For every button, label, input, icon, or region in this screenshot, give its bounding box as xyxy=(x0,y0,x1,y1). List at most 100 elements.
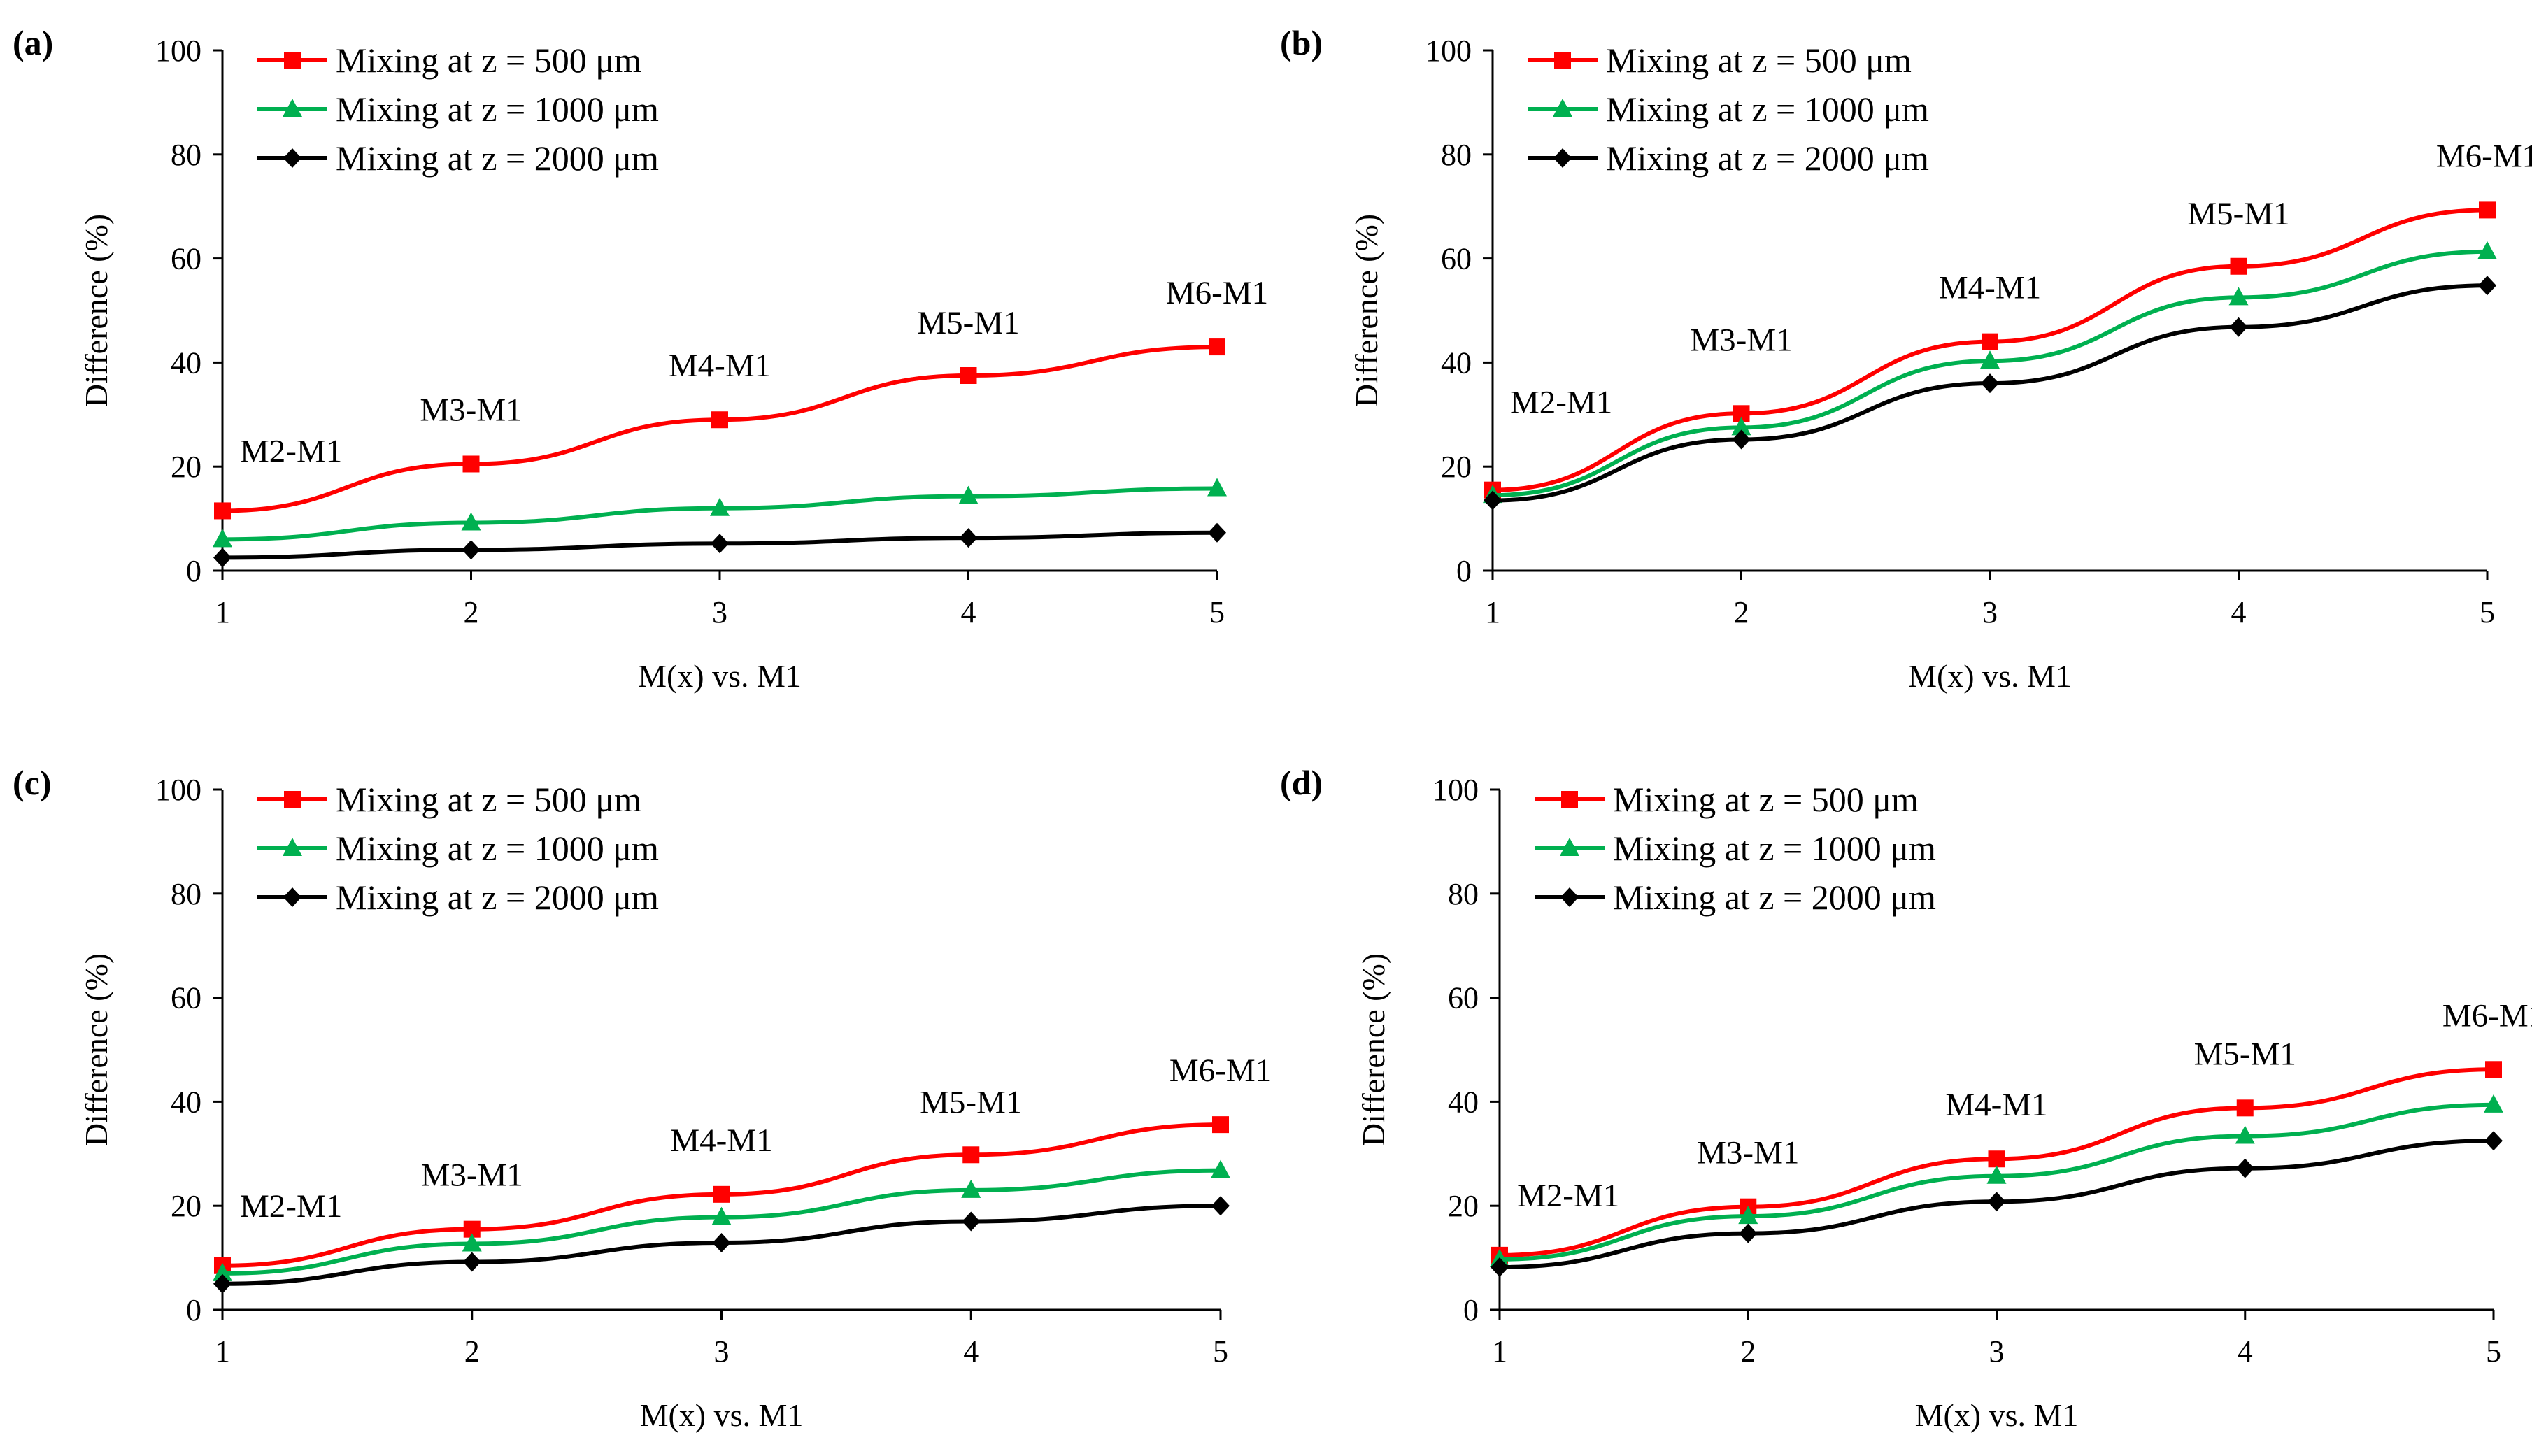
legend-entry: Mixing at z = 500 μm xyxy=(1606,41,1912,80)
point-annotation: M6-M1 xyxy=(1169,1052,1272,1089)
data-point xyxy=(712,1233,731,1253)
chart-panel-1: (a) 0 20 40 60 80 100 1 2 3 4 5 M(x) vs. M1 Differenc… xyxy=(13,23,1268,694)
point-annotation: M3-M1 xyxy=(421,1157,523,1194)
legend-marker xyxy=(283,148,301,168)
point-annotation: M3-M1 xyxy=(1697,1135,1799,1171)
x-tick-label: 5 xyxy=(1213,1334,1228,1369)
legend-entry: Mixing at z = 500 μm xyxy=(336,780,641,819)
data-point xyxy=(1986,1165,2007,1184)
data-point xyxy=(213,1273,232,1294)
data-point xyxy=(1732,429,1751,450)
point-annotation: M4-M1 xyxy=(670,1122,772,1159)
data-point xyxy=(1980,350,2000,369)
legend-entry: Mixing at z = 500 μm xyxy=(336,41,641,80)
chart-panel-3: (c) 0 20 40 60 80 100 1 2 3 4 5 M(x) vs. M1 Differenc… xyxy=(13,763,1272,1433)
point-annotation: M5-M1 xyxy=(2187,196,2289,232)
y-tick-label: 40 xyxy=(1441,345,1472,380)
data-point xyxy=(1731,417,1751,436)
x-tick-label: 5 xyxy=(2480,595,2495,629)
point-annotation: M3-M1 xyxy=(420,392,522,428)
x-axis-title: M(x) vs. M1 xyxy=(1908,658,2072,694)
data-point xyxy=(710,497,730,516)
y-tick-label: 60 xyxy=(171,981,201,1015)
legend-marker xyxy=(284,791,301,808)
data-point xyxy=(462,455,480,473)
data-point xyxy=(461,512,481,531)
y-tick-label: 0 xyxy=(1463,1293,1479,1327)
legend-entry: Mixing at z = 1000 μm xyxy=(1606,90,1929,129)
point-annotation: M2-M1 xyxy=(240,433,342,469)
data-point xyxy=(213,529,232,548)
y-tick-label: 60 xyxy=(171,242,201,276)
y-tick-label: 100 xyxy=(1425,34,1472,68)
legend-marker xyxy=(283,887,301,907)
point-annotation: M3-M1 xyxy=(1690,322,1792,358)
y-axis-title: Difference (%) xyxy=(1356,953,1391,1146)
x-tick-label: 3 xyxy=(714,1334,730,1369)
y-tick-label: 60 xyxy=(1448,981,1479,1015)
legend-entry: Mixing at z = 1000 μm xyxy=(336,90,659,129)
data-point xyxy=(1211,1159,1230,1178)
data-point xyxy=(2236,1099,2254,1117)
y-tick-label: 80 xyxy=(1441,138,1472,172)
data-point xyxy=(1207,478,1227,497)
data-point xyxy=(711,534,729,554)
point-annotation: M4-M1 xyxy=(1945,1087,2047,1123)
data-point xyxy=(2230,257,2247,275)
data-point xyxy=(1988,1150,2005,1168)
chart-panel-4: (d) 0 20 40 60 80 100 1 2 3 4 5 M(x) vs. M1 Differenc… xyxy=(1280,763,2532,1433)
data-point xyxy=(962,1211,981,1232)
legend-entry: Mixing at z = 500 μm xyxy=(1613,780,1919,819)
legend-entry: Mixing at z = 1000 μm xyxy=(336,829,659,868)
y-tick-label: 0 xyxy=(1456,554,1472,588)
data-point xyxy=(2478,276,2496,296)
data-point xyxy=(2485,1061,2502,1078)
data-point xyxy=(960,367,977,384)
data-point xyxy=(214,502,231,520)
legend-marker xyxy=(1553,99,1572,117)
x-tick-label: 4 xyxy=(2231,595,2247,629)
y-tick-label: 100 xyxy=(155,773,201,807)
x-tick-label: 5 xyxy=(2486,1334,2501,1369)
legend-marker xyxy=(1554,52,1571,69)
legend-entry: Mixing at z = 1000 μm xyxy=(1613,829,1936,868)
data-point xyxy=(1211,1196,1230,1216)
legend-marker xyxy=(1560,887,1579,907)
x-axis-title: M(x) vs. M1 xyxy=(640,1397,804,1433)
legend-marker xyxy=(283,838,302,856)
legend-marker xyxy=(283,99,302,117)
point-annotation: M4-M1 xyxy=(1939,270,2041,306)
x-tick-label: 5 xyxy=(1209,595,1225,629)
legend-entry: Mixing at z = 2000 μm xyxy=(1613,878,1936,917)
point-annotation: M5-M1 xyxy=(917,305,1019,341)
legend-entry: Mixing at z = 2000 μm xyxy=(336,878,659,917)
data-point xyxy=(2229,317,2248,337)
legend-entry: Mixing at z = 2000 μm xyxy=(336,138,659,178)
y-axis-title: Difference (%) xyxy=(78,214,114,407)
point-annotation: M6-M1 xyxy=(1166,275,1268,311)
point-annotation: M5-M1 xyxy=(920,1084,1022,1120)
x-axis-title: M(x) vs. M1 xyxy=(638,658,802,694)
point-annotation: M6-M1 xyxy=(2436,138,2532,174)
y-tick-label: 80 xyxy=(1448,877,1479,911)
point-annotation: M2-M1 xyxy=(1510,385,1612,421)
legend-marker xyxy=(284,52,301,69)
y-tick-label: 80 xyxy=(171,877,201,911)
y-tick-label: 20 xyxy=(1448,1189,1479,1223)
data-point xyxy=(2484,1094,2503,1113)
data-point xyxy=(711,411,728,429)
x-tick-label: 2 xyxy=(464,1334,480,1369)
y-tick-label: 0 xyxy=(186,554,201,588)
chart-panel-2: (b) 0 20 40 60 80 100 1 2 3 4 5 M(x) vs. M1 Differenc… xyxy=(1280,23,2532,694)
y-tick-label: 40 xyxy=(1448,1085,1479,1119)
data-point xyxy=(1738,1206,1758,1225)
data-point xyxy=(2235,1158,2254,1178)
x-tick-label: 2 xyxy=(1740,1334,1756,1369)
data-point xyxy=(711,1206,732,1225)
data-point xyxy=(962,1146,980,1164)
data-point xyxy=(1739,1223,1758,1243)
y-tick-label: 20 xyxy=(171,1189,201,1223)
y-tick-label: 40 xyxy=(171,345,201,380)
panel-label: (a) xyxy=(13,23,53,62)
y-tick-label: 40 xyxy=(171,1085,201,1119)
